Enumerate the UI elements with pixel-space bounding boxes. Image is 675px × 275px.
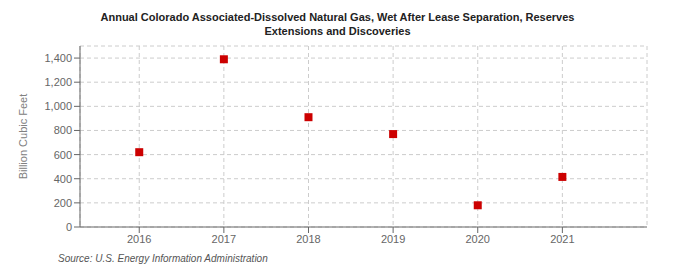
svg-text:1,400: 1,400 (44, 52, 72, 64)
svg-text:200: 200 (54, 197, 72, 209)
svg-text:2018: 2018 (296, 233, 320, 245)
svg-text:1,200: 1,200 (44, 76, 72, 88)
svg-text:2017: 2017 (212, 233, 236, 245)
html-text:Source: U.S. Energy Informatio: Source: U.S. Energy Information Administ… (58, 253, 268, 264)
svg-text:600: 600 (54, 149, 72, 161)
html-text:Extensions and Discoveries: Extensions and Discoveries (264, 25, 411, 37)
svg-text:1,000: 1,000 (44, 100, 72, 112)
svg-text:2021: 2021 (550, 233, 574, 245)
svg-text:Billion Cubic Feet: Billion Cubic Feet (17, 94, 29, 180)
svg-text:2019: 2019 (381, 233, 405, 245)
svg-text:800: 800 (54, 124, 72, 136)
svg-text:400: 400 (54, 173, 72, 185)
svg-text:2016: 2016 (127, 233, 151, 245)
html-text:Annual Colorado Associated-Dis: Annual Colorado Associated-Dissolved Nat… (100, 11, 575, 23)
svg-text:0: 0 (66, 221, 72, 233)
svg-text:2020: 2020 (466, 233, 490, 245)
